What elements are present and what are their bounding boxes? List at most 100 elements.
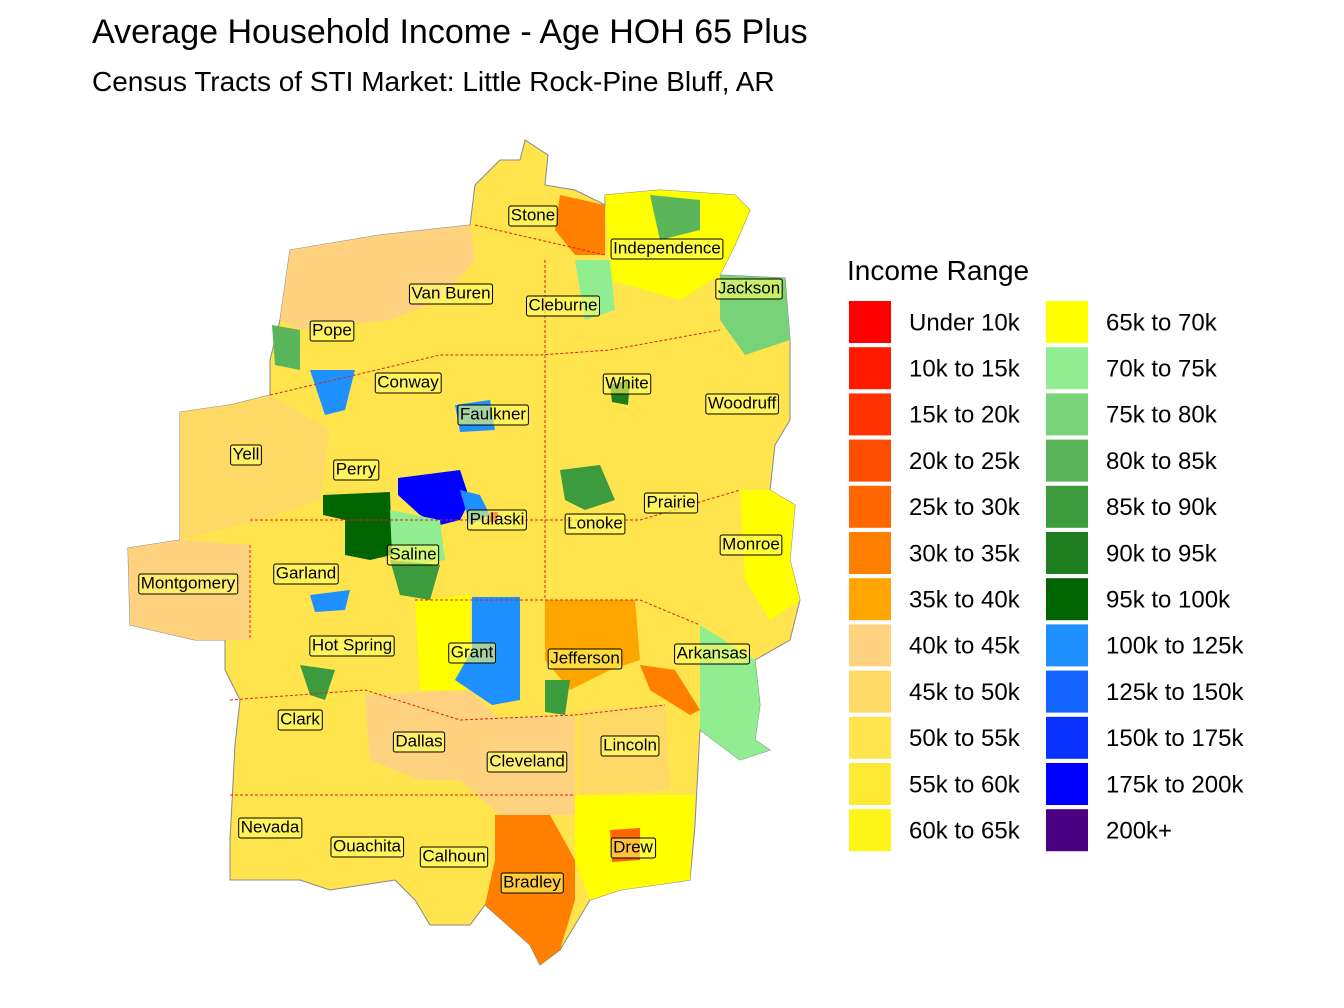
legend-label: 40k to 45k — [909, 633, 1021, 660]
legend-swatch — [1046, 763, 1088, 805]
legend-label: 80k to 85k — [1106, 448, 1218, 475]
tract-region — [300, 665, 335, 700]
tract-region — [640, 665, 700, 715]
county-label-box — [500, 872, 564, 894]
county-label: Van Buren — [411, 283, 490, 302]
legend-label: 50k to 55k — [909, 725, 1021, 752]
county-label: Hot Spring — [312, 635, 392, 654]
county-label: Dallas — [395, 731, 442, 750]
tract-region — [272, 325, 300, 370]
county-label-box — [610, 837, 657, 859]
legend-swatch — [849, 716, 891, 759]
county-label: Pulaski — [470, 509, 525, 528]
county-label: Pope — [312, 320, 352, 339]
county-label-box — [467, 509, 527, 531]
legend-swatch — [1046, 347, 1088, 390]
county-label: Montgomery — [141, 573, 236, 592]
legend-swatch — [1046, 809, 1088, 852]
legend-label: 95k to 100k — [1106, 587, 1231, 614]
county-label-box — [386, 544, 440, 566]
county-label-box — [419, 846, 489, 868]
legend-swatch — [849, 624, 891, 667]
legend-swatch — [1046, 670, 1088, 713]
county-label-box — [138, 573, 239, 595]
county-label: Lincoln — [603, 735, 657, 754]
legend-label: 10k to 15k — [909, 356, 1021, 383]
legend-swatch — [1046, 624, 1088, 667]
legend-label: Under 10k — [909, 309, 1021, 336]
legend-label: 85k to 90k — [1106, 494, 1218, 521]
legend-swatch — [849, 763, 891, 805]
tract-region — [310, 370, 355, 415]
legend-label: 60k to 65k — [909, 818, 1021, 845]
county-label-box — [238, 817, 303, 839]
legend-label: 125k to 150k — [1106, 679, 1244, 706]
county-label-box — [715, 278, 783, 300]
county-label-box — [333, 459, 380, 481]
county-label: Monroe — [722, 534, 780, 553]
county-label-box — [705, 393, 779, 415]
legend-swatch — [849, 439, 891, 482]
tract-region — [560, 465, 615, 510]
tract-region — [555, 195, 605, 255]
legend-label: 150k to 175k — [1106, 725, 1244, 752]
county-label-box — [277, 709, 323, 731]
county-label: Grant — [451, 642, 494, 661]
county-label-box — [602, 373, 652, 395]
legend-label: 45k to 50k — [909, 679, 1021, 706]
legend-label: 100k to 125k — [1106, 633, 1244, 660]
county-label-box — [309, 635, 395, 657]
county-label: Drew — [613, 837, 653, 856]
legend-swatch — [1046, 393, 1088, 436]
county-labels: Stone Independence Van Buren Cleburne Jackso… — [138, 205, 783, 894]
county-label-box — [408, 283, 494, 305]
legend-swatch — [849, 301, 891, 343]
tract-region — [650, 195, 700, 240]
county-boundary — [229, 689, 666, 721]
county-label: Calhoun — [422, 846, 485, 865]
county-label-box — [374, 372, 442, 394]
legend-label: 65k to 70k — [1106, 309, 1218, 336]
county-label-box — [508, 205, 558, 227]
county-label-box — [674, 643, 750, 665]
county-label: Lonoke — [567, 513, 623, 532]
title: Average Household Income - Age HOH 65 Pl… — [92, 13, 808, 51]
county-boundary — [269, 329, 721, 396]
legend-swatch — [849, 809, 891, 852]
county-boundary — [415, 599, 701, 626]
legend-label: 25k to 30k — [909, 494, 1021, 521]
legend-label: 35k to 40k — [909, 587, 1021, 614]
county-label-box — [330, 836, 405, 858]
legend-swatch — [1046, 716, 1088, 759]
county-label: Conway — [377, 372, 439, 391]
county-label-box — [643, 492, 699, 514]
tract-region — [545, 680, 570, 715]
county-label: Cleveland — [489, 751, 565, 770]
county-label-box — [392, 731, 446, 753]
legend-label: 75k to 80k — [1106, 402, 1218, 429]
county-label-box — [526, 295, 600, 317]
county-label: Cleburne — [529, 295, 598, 314]
legend-label: 90k to 95k — [1106, 540, 1218, 567]
legend-label: 30k to 35k — [909, 540, 1021, 567]
county-label: Jefferson — [550, 648, 620, 667]
county-label: Clark — [280, 709, 320, 728]
county-boundary — [250, 489, 741, 521]
legend-swatch — [1046, 485, 1088, 528]
legend-swatch — [1046, 578, 1088, 621]
county-label: Prairie — [646, 492, 695, 511]
legend-swatch — [849, 393, 891, 436]
subtitle: Census Tracts of STI Market: Little Rock… — [92, 66, 775, 97]
county-label: Faulkner — [460, 404, 526, 423]
legend-swatch — [849, 485, 891, 528]
county-label-box — [230, 444, 262, 466]
county-label-box — [564, 513, 626, 535]
legend-label: 20k to 25k — [909, 448, 1021, 475]
map — [127, 139, 801, 966]
legend-swatch — [849, 532, 891, 574]
county-label: Perry — [336, 459, 377, 478]
county-label: Arkansas — [677, 643, 748, 662]
county-label: Independence — [613, 238, 721, 257]
legend-label: 175k to 200k — [1106, 771, 1244, 798]
